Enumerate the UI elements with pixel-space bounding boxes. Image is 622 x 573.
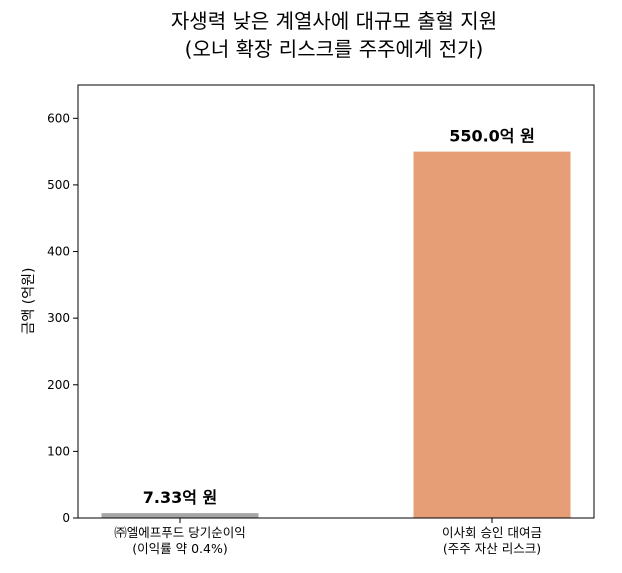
plot-frame (77, 84, 595, 519)
chart-title-line-2: (오너 확장 리스크를 주주에게 전가) (185, 37, 484, 61)
y-tick-label: 200 (47, 378, 70, 392)
x-tick-label: 이사회 승인 대여금 (442, 525, 542, 540)
bars (101, 151, 571, 518)
x-tick-label-sub: (주주 자산 리스크) (443, 541, 541, 556)
x-tick-label-sub: (이익률 약 0.4%) (132, 541, 227, 556)
y-tick-label: 400 (47, 245, 70, 259)
data-label: 7.33억 원 (143, 488, 218, 507)
y-axis-label: 금액 (억원) (21, 268, 37, 335)
y-tick-label: 300 (47, 311, 70, 325)
bar (413, 151, 571, 518)
y-tick-label: 0 (62, 511, 70, 525)
y-tick-label: 100 (47, 444, 70, 458)
x-axis-categories: ㈜엘에프푸드 당기순이익(이익률 약 0.4%) 이사회 승인 대여금(주주 자산… (114, 518, 542, 556)
x-tick-label: ㈜엘에프푸드 당기순이익 (114, 525, 245, 540)
y-axis-ticks: 0 100 200 300 400 500 600 (47, 111, 78, 525)
chart-title-line-1: 자생력 낮은 계열사에 대규모 출혈 지원 (171, 9, 497, 33)
bar (101, 513, 259, 518)
data-labels: 7.33억 원 550.0억 원 (143, 127, 535, 508)
y-tick-label: 500 (47, 178, 70, 192)
y-tick-label: 600 (47, 111, 70, 125)
data-label: 550.0억 원 (449, 127, 535, 146)
